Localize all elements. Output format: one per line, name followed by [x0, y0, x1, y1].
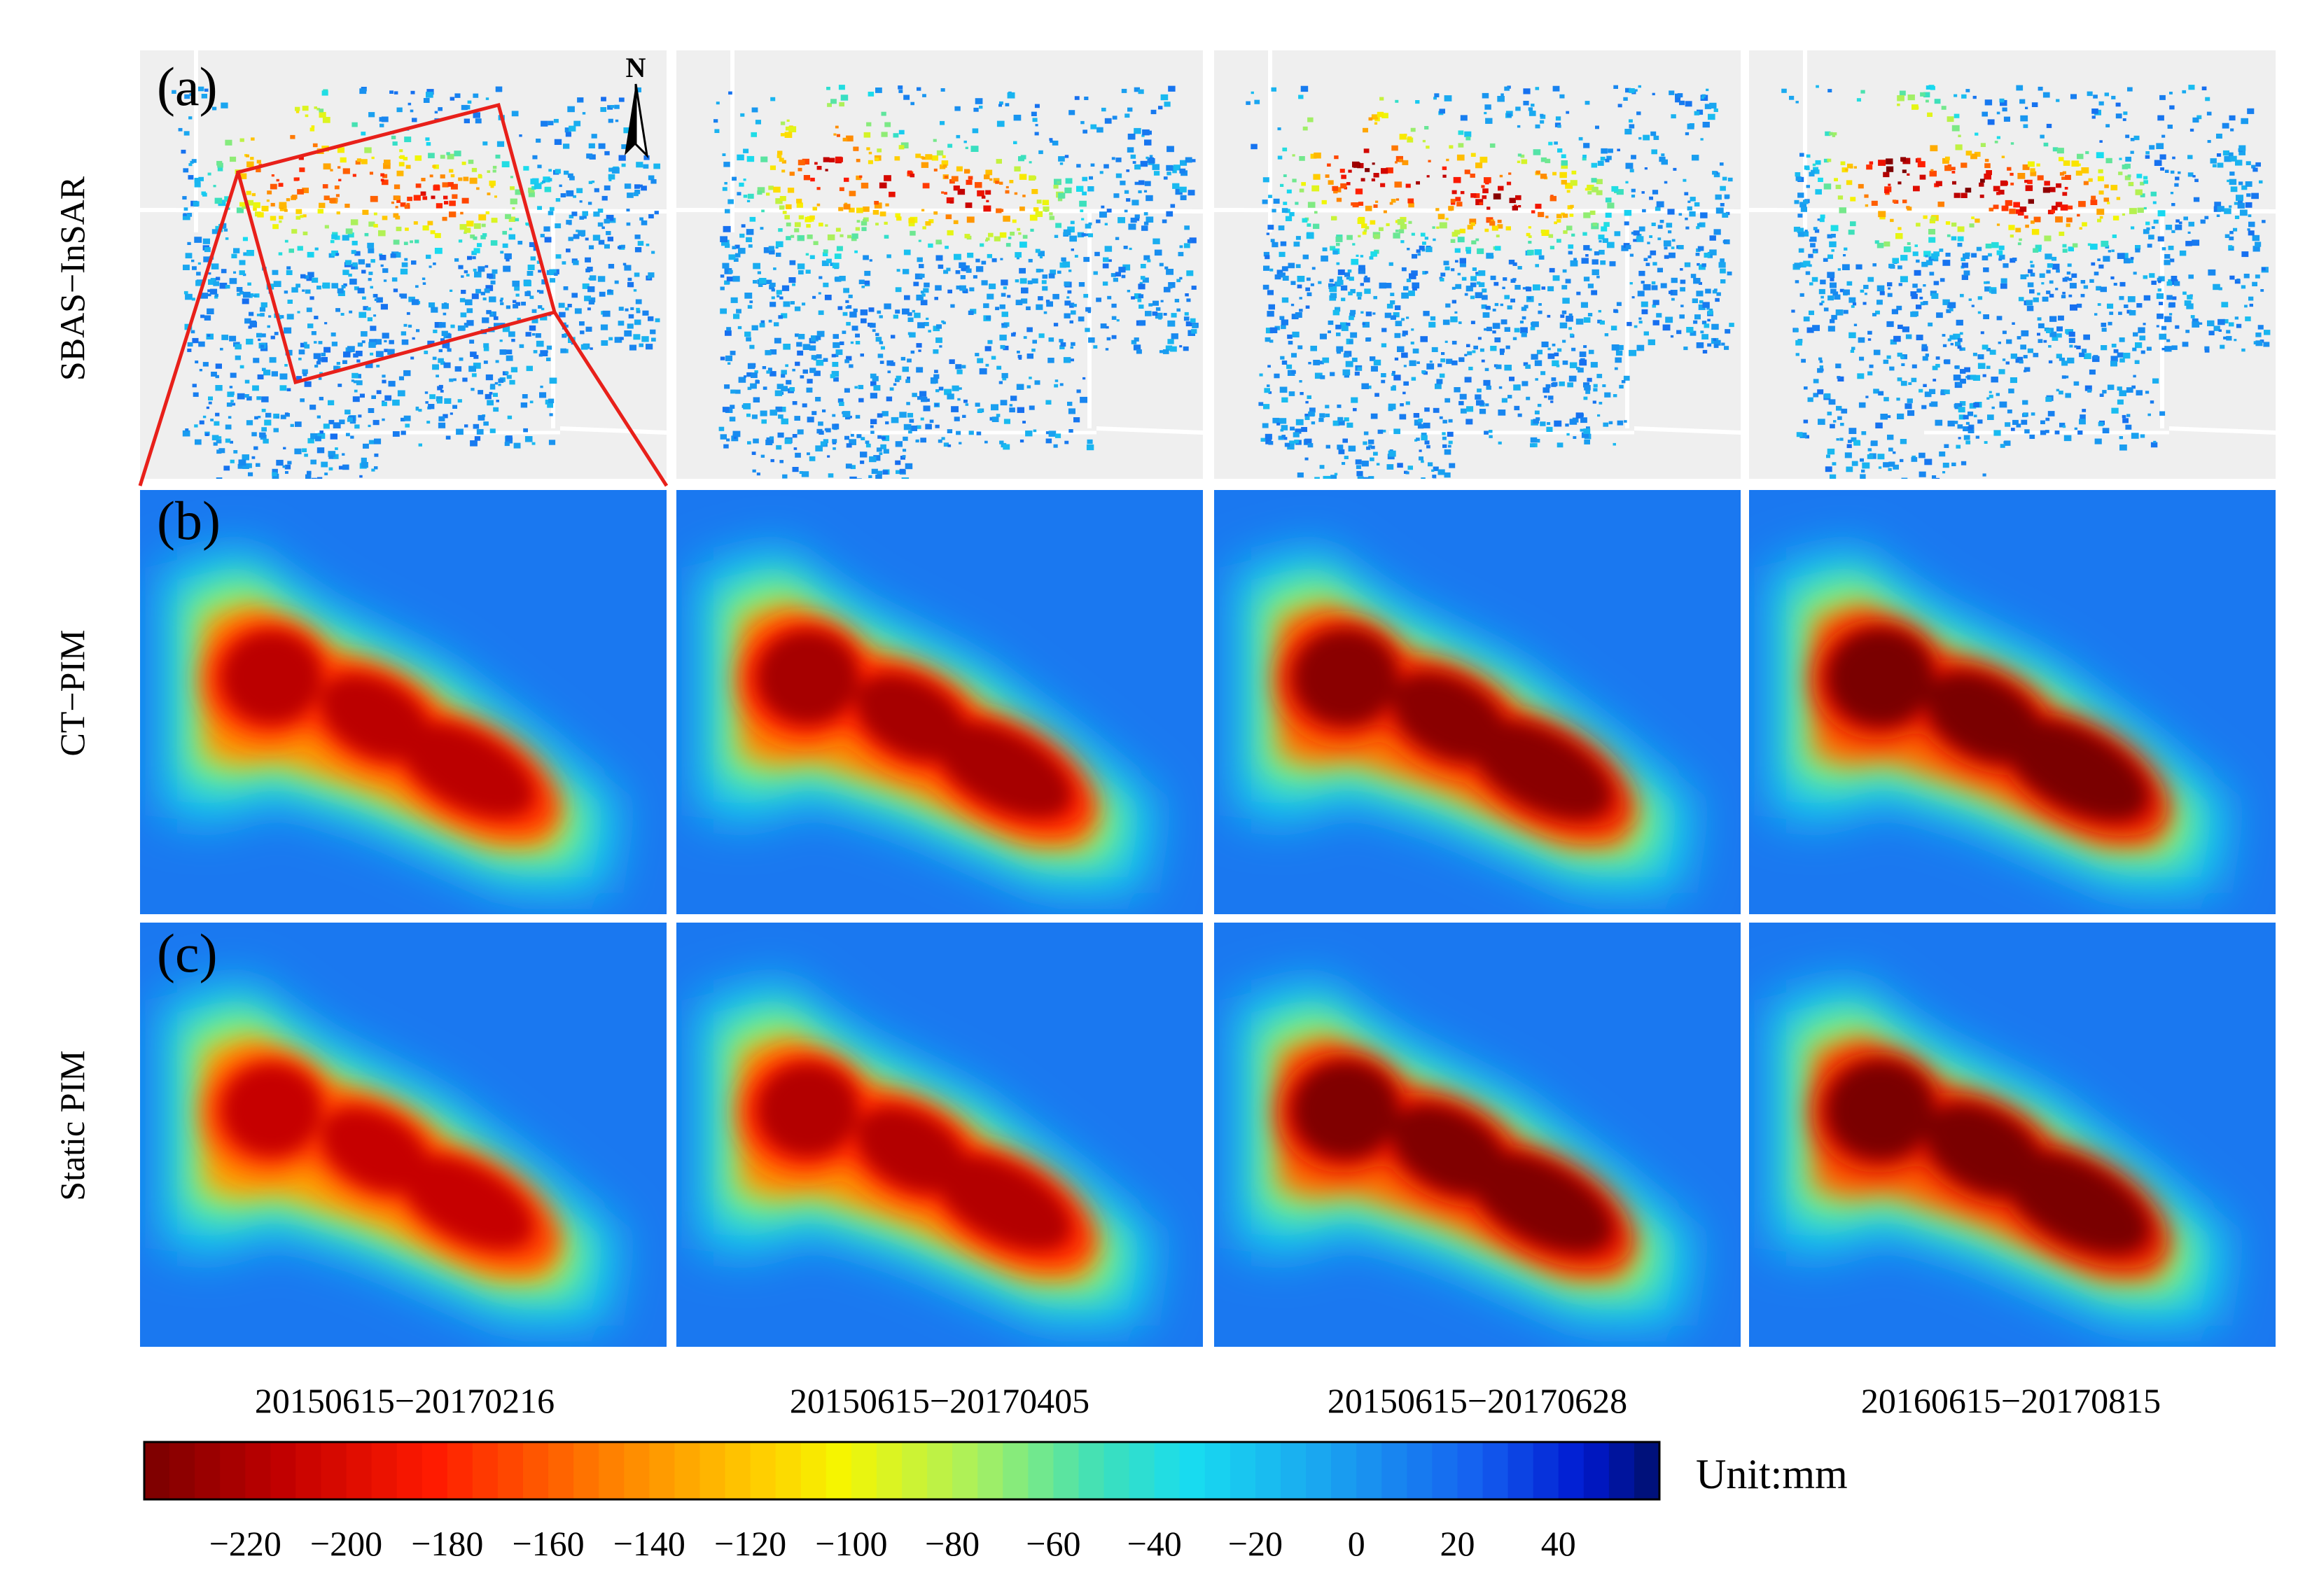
sbas-panel-1 — [140, 50, 667, 479]
staticpim-panel-2 — [676, 923, 1203, 1347]
colorbar-tick-label: −100 — [815, 1524, 887, 1563]
column-period-3: 20150615−20170628 — [1328, 1381, 1627, 1420]
colorbar-tick-label: −180 — [411, 1524, 483, 1563]
zoom-frame — [138, 102, 669, 487]
ctpim-panel-4 — [1749, 490, 2276, 914]
colorbar-unit: Unit:mm — [1696, 1451, 1848, 1497]
colorbar-tick-label: −160 — [512, 1524, 584, 1563]
colorbar-tick-label: −120 — [714, 1524, 786, 1563]
colorbar-tick-label: −40 — [1127, 1524, 1182, 1563]
colorbar-tick-label: −140 — [613, 1524, 685, 1563]
ctpim-panel-2 — [676, 490, 1203, 914]
sbas-panel-3 — [1214, 50, 1741, 479]
panel-label-b: (b) — [157, 490, 221, 551]
north-label: N — [626, 52, 646, 83]
staticpim-panel-3 — [1214, 923, 1741, 1347]
colorbar-tick-label: 0 — [1348, 1524, 1365, 1563]
colorbar-tick-label: −60 — [1026, 1524, 1080, 1563]
panel-label-a: (a) — [157, 56, 218, 117]
row-label-ctpim: CT−PIM — [53, 629, 92, 756]
row-sbas-insar — [140, 50, 2276, 479]
colorbar-tick-label: 20 — [1440, 1524, 1475, 1563]
row-static-pim — [140, 923, 2276, 1347]
staticpim-panel-4 — [1749, 923, 2276, 1347]
row-ct-pim — [140, 490, 2276, 914]
row-label-static-pim: Static PIM — [53, 1050, 92, 1200]
column-period-2: 20150615−20170405 — [790, 1381, 1089, 1420]
sbas-panel-4 — [1749, 50, 2276, 479]
colorbar-tick-label: 40 — [1541, 1524, 1576, 1563]
column-period-4: 20160615−20170815 — [1861, 1381, 2161, 1420]
ctpim-panel-3 — [1214, 490, 1741, 914]
colorbar-tick-label: −220 — [209, 1524, 281, 1563]
row-label-sbas: SBAS−InSAR — [53, 176, 92, 381]
staticpim-panel-1 — [140, 923, 667, 1347]
sbas-panel-2 — [676, 50, 1203, 479]
colorbar: Unit:mm −220 −200 −180 −160 −140 −120 −100 −80−… — [143, 1441, 1848, 1563]
colorbar-tick-label: −200 — [310, 1524, 382, 1563]
column-period-1: 20150615−20170216 — [255, 1381, 555, 1420]
panel-label-c: (c) — [157, 923, 218, 983]
colorbar-tick-label: −80 — [925, 1524, 980, 1563]
ctpim-panel-1 — [140, 490, 667, 914]
colorbar-tick-label: −20 — [1228, 1524, 1283, 1563]
north-arrow: N — [625, 52, 649, 159]
